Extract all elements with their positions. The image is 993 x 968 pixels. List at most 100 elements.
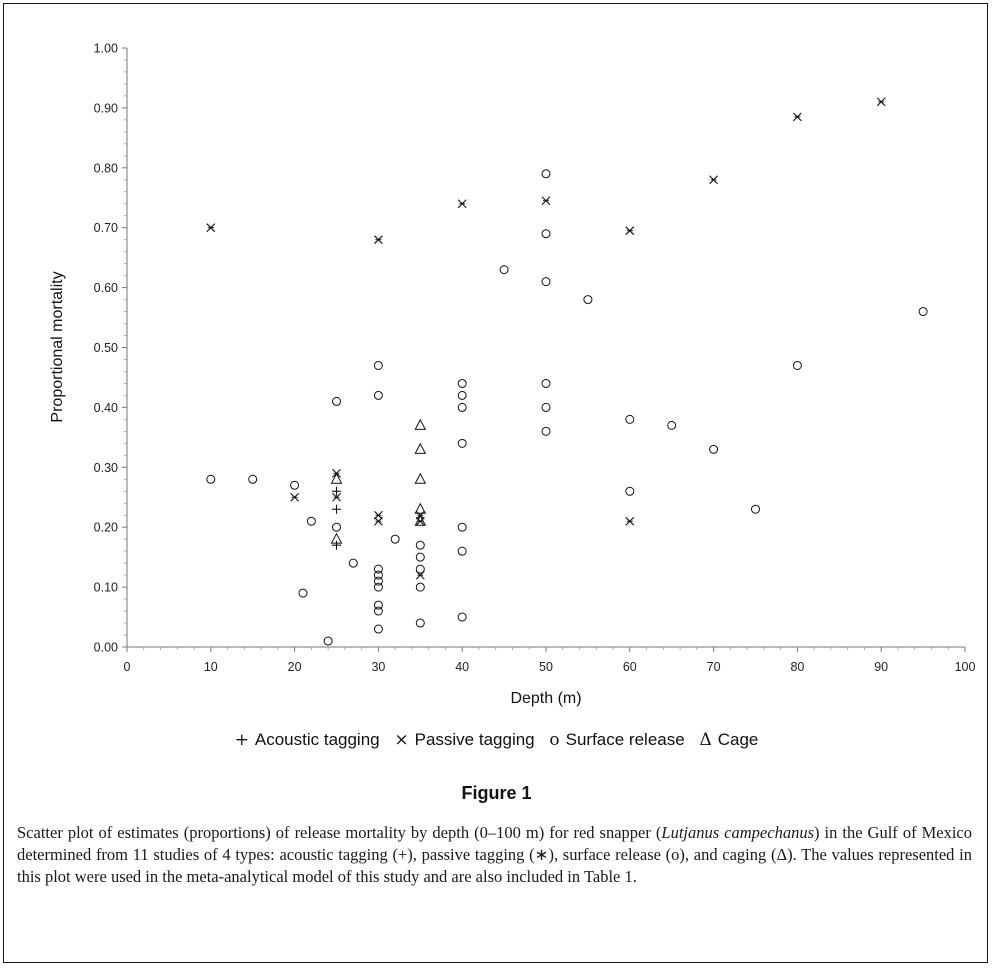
data-point-surface-release — [415, 540, 425, 550]
legend-symbol: o — [549, 730, 560, 750]
y-tick-label: 0.80 — [94, 161, 118, 175]
data-point-surface-release — [390, 534, 400, 544]
data-point-surface-release — [709, 444, 719, 454]
legend-label: Acoustic tagging — [254, 730, 380, 749]
data-point-surface-release — [373, 582, 383, 592]
data-point-surface-release — [415, 552, 425, 562]
caption-text: ) in the Gulf of Mexico determined from … — [17, 823, 972, 886]
scatter-chart: 0.00 0.10 0.20 0.30 0.40 0.50 0.60 0.70 0.80 0.90… — [49, 42, 976, 708]
data-point-passive-tagging — [415, 516, 425, 526]
legend-label: Passive tagging — [414, 730, 535, 749]
data-point-surface-release — [415, 564, 425, 574]
x-tick-label: 70 — [707, 660, 721, 674]
data-point-acoustic-tagging — [332, 504, 341, 514]
x-tick-label: 50 — [539, 660, 553, 674]
data-point-surface-release — [290, 480, 300, 490]
data-point-cage — [414, 442, 427, 454]
data-point-surface-release — [457, 438, 467, 448]
data-point-surface-release — [667, 420, 677, 430]
data-point-surface-release — [918, 307, 928, 317]
data-point-surface-release — [751, 504, 760, 514]
legend-item-cage: Δ Cage — [699, 730, 758, 750]
data-point-surface-release — [457, 378, 467, 388]
data-point-surface-release — [323, 636, 333, 646]
data-point-surface-release — [625, 414, 635, 424]
y-tick-label: 1.00 — [94, 42, 118, 56]
data-point-surface-release — [457, 612, 467, 622]
data-point-surface-release — [457, 390, 467, 400]
data-point-passive-tagging — [290, 492, 299, 502]
data-point-surface-release — [499, 265, 509, 275]
legend: + Acoustic tagging × Passive tagging o Surf… — [0, 730, 993, 750]
y-tick-label: 0.40 — [94, 401, 118, 415]
data-point-cage — [414, 418, 427, 430]
legend-symbol: Δ — [699, 730, 712, 750]
data-point-surface-release — [625, 486, 635, 496]
y-tick-label: 0.20 — [94, 521, 118, 535]
data-point-cage — [414, 514, 427, 526]
data-point-acoustic-tagging — [332, 540, 341, 550]
data-marks — [206, 97, 928, 646]
data-point-cage — [414, 502, 427, 514]
data-point-surface-release — [298, 588, 308, 598]
data-point-passive-tagging — [541, 196, 551, 206]
figure-caption: Scatter plot of estimates (proportions) … — [17, 822, 972, 888]
axes: 0.00 0.10 0.20 0.30 0.40 0.50 0.60 0.70 0.80 0.90… — [94, 42, 976, 675]
data-point-surface-release — [541, 277, 551, 287]
data-point-surface-release — [541, 378, 551, 388]
data-point-surface-release — [541, 402, 551, 412]
y-tick-label: 0.90 — [94, 101, 118, 115]
data-point-surface-release — [792, 360, 802, 370]
legend-symbol: × — [394, 730, 409, 750]
data-point-cage — [330, 532, 343, 544]
x-tick-label: 20 — [288, 660, 302, 674]
data-point-surface-release — [541, 426, 551, 436]
legend-item-passive: × Passive tagging — [394, 730, 535, 750]
data-point-passive-tagging — [625, 226, 635, 236]
data-point-passive-tagging — [457, 199, 467, 209]
data-point-cage — [414, 472, 427, 484]
data-point-surface-release — [373, 564, 383, 574]
x-tick-label: 40 — [455, 660, 469, 674]
data-point-surface-release — [457, 402, 467, 412]
data-point-passive-tagging — [374, 235, 383, 245]
caption-species-name: Lutjanus campechanus — [661, 823, 814, 842]
y-tick-label: 0.00 — [94, 641, 118, 655]
data-point-surface-release — [373, 600, 383, 610]
data-point-surface-release — [373, 576, 383, 586]
legend-item-surface: o Surface release — [549, 730, 685, 750]
data-point-surface-release — [306, 516, 316, 526]
data-point-surface-release — [248, 474, 258, 484]
x-axis-title: Depth (m) — [510, 690, 581, 707]
x-tick-label: 90 — [874, 660, 888, 674]
legend-label: Surface release — [565, 730, 685, 749]
data-point-surface-release — [541, 169, 551, 179]
x-tick-label: 30 — [371, 660, 385, 674]
y-tick-label: 0.10 — [94, 581, 118, 595]
data-point-surface-release — [332, 396, 341, 406]
data-point-surface-release — [373, 624, 383, 634]
data-point-passive-tagging — [206, 223, 216, 233]
data-point-passive-tagging — [709, 175, 718, 185]
data-point-passive-tagging — [876, 97, 886, 107]
caption-text: Scatter plot of estimates (proportions) … — [17, 823, 662, 842]
data-point-passive-tagging — [793, 112, 802, 122]
x-tick-label: 0 — [124, 660, 131, 674]
legend-item-acoustic: + Acoustic tagging — [234, 730, 380, 750]
data-point-acoustic-tagging — [332, 486, 341, 496]
y-tick-label: 0.50 — [94, 341, 118, 355]
data-point-surface-release — [373, 390, 383, 400]
data-point-surface-release — [373, 570, 383, 580]
data-point-surface-release — [583, 295, 593, 305]
y-axis-title: Proportional mortality — [49, 271, 66, 422]
data-point-surface-release — [457, 522, 467, 532]
data-point-surface-release — [415, 618, 425, 628]
x-tick-label: 60 — [623, 660, 637, 674]
data-point-surface-release — [541, 229, 551, 239]
data-point-surface-release — [373, 360, 383, 370]
data-point-surface-release — [332, 522, 341, 532]
legend-symbol: + — [234, 730, 249, 750]
figure-border — [3, 3, 988, 963]
x-tick-label: 100 — [955, 660, 976, 674]
data-point-surface-release — [373, 606, 383, 616]
